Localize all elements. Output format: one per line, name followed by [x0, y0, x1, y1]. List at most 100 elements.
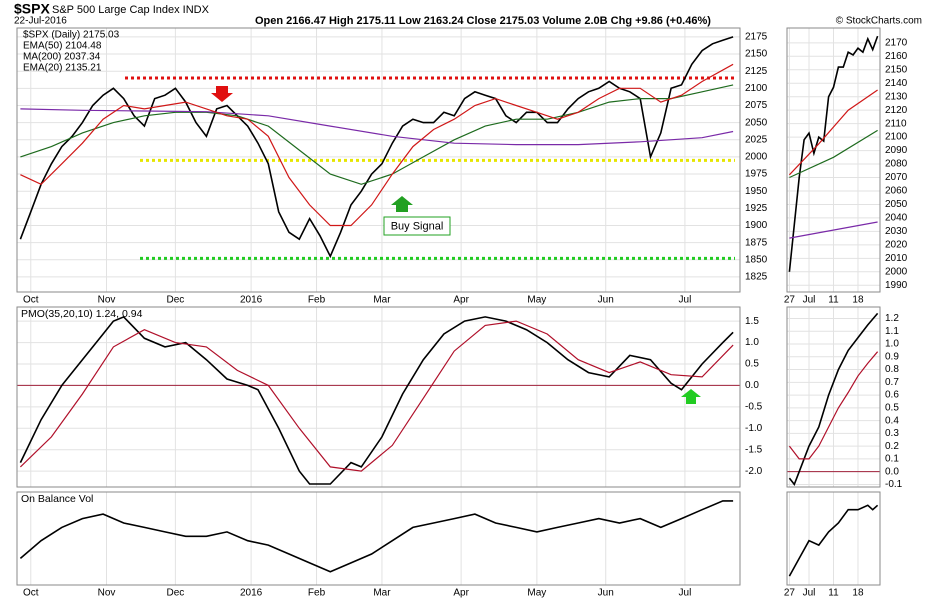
x-tick-label: Jul — [803, 588, 816, 599]
series-line — [788, 89, 878, 176]
y-tick-label: 2075 — [745, 100, 768, 111]
x-tick-label: Jul — [679, 295, 692, 306]
y-tick-label: 2040 — [885, 213, 908, 224]
y-tick-label: 2110 — [885, 118, 907, 129]
series-line — [20, 108, 734, 146]
x-tick-label: Feb — [308, 295, 326, 306]
y-tick-label: 2125 — [745, 66, 768, 77]
y-tick-label: -0.5 — [745, 401, 763, 412]
y-tick-label: 1975 — [745, 169, 768, 180]
series-line — [19, 36, 734, 259]
series-line — [789, 129, 878, 179]
legend-entry: MA(200) 2037.34 — [23, 52, 101, 63]
y-tick-label: 0.0 — [885, 466, 899, 477]
series-line — [788, 35, 879, 272]
y-tick-label: 1875 — [745, 237, 768, 248]
x-tick-label: 11 — [828, 588, 839, 599]
y-tick-label: 2080 — [885, 159, 908, 170]
y-tick-label: 1.0 — [885, 339, 899, 350]
panel-frame — [786, 27, 881, 293]
y-tick-label: 0.8 — [885, 364, 899, 375]
panel-label: PMO(35,20,10) 1.24, 0.94 — [21, 308, 143, 320]
x-tick-label: Jul — [679, 588, 692, 599]
y-tick-label: 2050 — [885, 199, 908, 210]
x-tick-label: Nov — [98, 588, 116, 599]
y-tick-label: -1.5 — [745, 444, 763, 455]
y-tick-label: 2120 — [885, 105, 908, 116]
y-tick-label: 1950 — [745, 186, 768, 197]
sell-arrow — [211, 86, 233, 102]
y-tick-label: 1.5 — [745, 316, 759, 327]
y-tick-label: 1.0 — [745, 337, 759, 348]
y-tick-label: -2.0 — [745, 466, 763, 477]
y-tick-label: 0.3 — [885, 428, 899, 439]
x-tick-label: Dec — [166, 588, 184, 599]
panel-frame — [16, 27, 741, 293]
y-tick-label: 2160 — [885, 51, 908, 62]
symbol: $SPX — [14, 1, 50, 17]
annotation: Buy Signal — [391, 220, 444, 232]
y-tick-label: 0.9 — [885, 351, 899, 362]
x-tick-label: Mar — [373, 588, 391, 599]
y-tick-label: 2020 — [885, 239, 908, 250]
panel-frame — [786, 491, 881, 586]
y-tick-label: 0.5 — [885, 402, 899, 413]
quote: Open 2166.47 High 2175.11 Low 2163.24 Cl… — [255, 15, 711, 27]
y-tick-label: 0.2 — [885, 441, 899, 452]
y-tick-label: 0.0 — [745, 380, 759, 391]
x-tick-label: Oct — [23, 295, 39, 306]
series-line — [19, 320, 734, 472]
x-tick-label: 27 — [784, 588, 796, 599]
x-tick-label: May — [527, 588, 546, 599]
y-tick-label: 2070 — [885, 172, 908, 183]
x-tick-label: Dec — [166, 295, 184, 306]
x-tick-label: Jun — [598, 295, 614, 306]
instrument-name: S&P 500 Large Cap Index INDX — [52, 4, 210, 16]
annotation-box — [383, 216, 451, 236]
panel-frame — [786, 306, 881, 488]
plot-layer: Oct Nov Dec 2016 Feb Mar Apr May Jun Jul 1825 1850 1… — [16, 27, 908, 599]
y-tick-label: 1990 — [885, 280, 908, 291]
y-tick-label: 0.5 — [745, 359, 759, 370]
series-line — [19, 500, 734, 573]
panel-label: On Balance Vol — [21, 493, 93, 505]
y-tick-label: 0.4 — [885, 415, 899, 426]
series-line — [19, 315, 734, 485]
y-tick-label: 0.6 — [885, 390, 899, 401]
x-tick-label: Jul — [803, 295, 816, 306]
y-tick-label: 2150 — [885, 64, 908, 75]
x-tick-label: Feb — [308, 588, 326, 599]
x-tick-label: Apr — [453, 588, 469, 599]
credit: © StockCharts.com — [836, 16, 922, 27]
y-tick-label: 0.1 — [885, 454, 899, 465]
x-tick-label: May — [527, 295, 546, 306]
y-tick-label: 1900 — [745, 220, 768, 231]
y-tick-label: 0.7 — [885, 377, 899, 388]
pmo-buy-arrow — [681, 389, 701, 404]
y-tick-label: 2060 — [885, 186, 908, 197]
y-tick-label: -1.0 — [745, 423, 763, 434]
legend-entry: EMA(50) 2104.48 — [23, 41, 102, 52]
date: 22-Jul-2016 — [14, 16, 67, 27]
legend-entry: EMA(20) 2135.21 — [23, 63, 102, 74]
x-tick-label: Mar — [373, 295, 391, 306]
y-tick-label: -0.1 — [885, 479, 903, 490]
y-tick-label: 2025 — [745, 134, 768, 145]
legend-entry: $SPX (Daily) 2175.03 — [23, 30, 120, 41]
x-tick-label: Nov — [98, 295, 116, 306]
y-tick-label: 2090 — [885, 145, 908, 156]
x-tick-label: Jun — [598, 588, 614, 599]
y-tick-label: 2000 — [745, 152, 768, 163]
panel-frame — [16, 491, 741, 586]
y-tick-label: 2150 — [745, 49, 768, 60]
series-line — [788, 312, 879, 487]
y-tick-label: 1925 — [745, 203, 768, 214]
y-tick-label: 2170 — [885, 37, 908, 48]
y-tick-label: 2010 — [885, 253, 908, 264]
y-tick-label: 2050 — [745, 117, 768, 128]
y-tick-label: 2130 — [885, 91, 908, 102]
x-tick-label: 18 — [852, 295, 864, 306]
y-tick-label: 1850 — [745, 254, 768, 265]
x-tick-label: 2016 — [240, 295, 263, 306]
